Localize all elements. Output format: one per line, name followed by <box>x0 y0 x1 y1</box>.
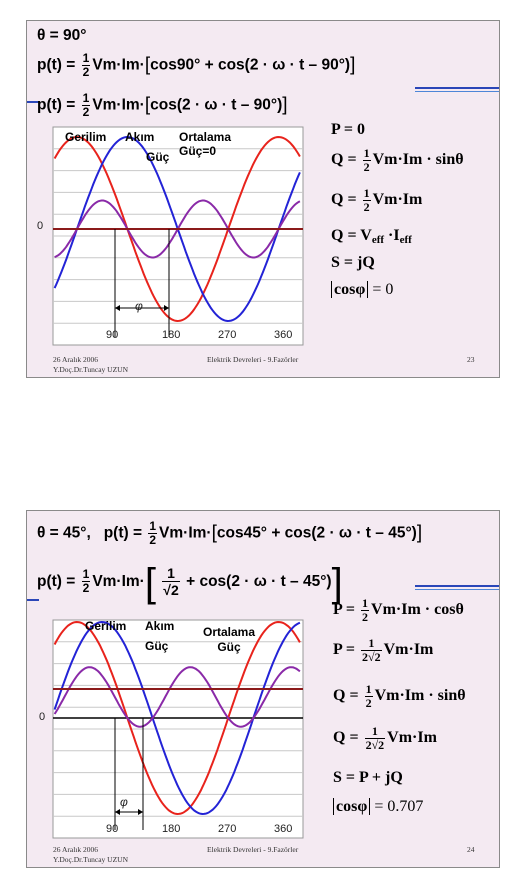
decorative-rule-left <box>27 599 39 601</box>
current-curve <box>53 135 301 323</box>
current-label: Akım <box>125 130 155 144</box>
slide-23: θ = 90° p(t) = 1 2 Vm·Im·[cos90° + cos(2 ·… <box>26 20 500 378</box>
waveform-plot <box>27 614 307 844</box>
power-curve <box>53 666 301 728</box>
x-tick-90: 90 <box>106 823 119 835</box>
footer-date: 26 Aralık 2006 <box>53 845 98 854</box>
current-curve <box>53 620 301 816</box>
phi-arrowhead-left <box>115 305 120 311</box>
phi-arrowhead-right <box>138 809 143 815</box>
average-power-label: Ortalama Güç=0 <box>179 130 232 158</box>
x-tick-270: 270 <box>218 329 237 341</box>
footer-date: 26 Aralık 2006 <box>53 355 98 364</box>
power-factor-equation: cosφ = 0.707 <box>333 798 423 816</box>
power-equation-1: p(t) = 1 2 Vm·Im·[cos90° + cos(2 · ω · t –… <box>37 51 356 79</box>
footer-course: Elektrik Devreleri - 9.Fazörler <box>207 845 299 854</box>
decorative-rule-right <box>415 585 499 592</box>
p-equation: P = 0 <box>331 121 366 138</box>
q-equation-1: Q = 1 2 Vm·Im · sinθ <box>331 146 464 174</box>
s-equation: S = P + jQ <box>333 769 403 786</box>
waveform-svg <box>52 619 304 839</box>
x-tick-90: 90 <box>106 329 119 341</box>
x-tick-180: 180 <box>162 329 181 341</box>
footer-author: Y.Doç.Dr.Tuncay UZUN <box>53 365 128 374</box>
x-tick-360: 360 <box>274 329 293 341</box>
phi-label: φ <box>135 299 143 313</box>
footer-author: Y.Doç.Dr.Tuncay UZUN <box>53 855 128 864</box>
x-tick-180: 180 <box>162 823 181 835</box>
s-equation: S = jQ <box>331 254 375 271</box>
power-label: Güç <box>145 639 169 653</box>
theta-line: θ = 90° <box>37 27 87 44</box>
phi-arrowhead-left <box>115 809 120 815</box>
q-equation-1: Q = 1 2 Vm·Im · sinθ <box>333 682 466 710</box>
power-factor-equation: cosφ = 0 <box>331 281 393 299</box>
p-equation-2: P = 1 2√2 Vm·Im <box>333 636 434 664</box>
q-equation-2: Q = 1 2√2 Vm·Im <box>333 724 437 752</box>
waveform-plot <box>27 121 307 351</box>
phi-arrowhead-right <box>164 305 169 311</box>
q-equation-3: Q = Veff ·Ieff <box>331 227 412 246</box>
current-label: Akım <box>145 619 175 633</box>
power-equation-2: p(t) = 1 2 Vm·Im·[ 1 √2 + cos(2 · ω · t – 4… <box>37 561 343 605</box>
zero-label: 0 <box>39 711 46 723</box>
waveform-svg <box>52 126 304 346</box>
x-tick-270: 270 <box>218 823 237 835</box>
voltage-curve <box>53 620 301 816</box>
footer-page: 24 <box>467 845 475 854</box>
zero-label: 0 <box>37 220 44 232</box>
theta-power-line: θ = 45°, p(t) = 1 2 Vm·Im·[cos45° + cos(2 … <box>37 519 423 547</box>
footer-course: Elektrik Devreleri - 9.Fazörler <box>207 355 299 364</box>
slide-24: θ = 45°, p(t) = 1 2 Vm·Im·[cos45° + cos(2 … <box>26 510 500 868</box>
average-power-label: Ortalama Güç <box>203 625 256 654</box>
voltage-label: Gerilim <box>85 619 127 633</box>
footer-page: 23 <box>467 355 475 364</box>
x-tick-360: 360 <box>274 823 293 835</box>
power-label: Güç <box>146 150 170 164</box>
voltage-label: Gerilim <box>65 130 107 144</box>
voltage-curve <box>53 135 301 323</box>
decorative-rule-left <box>27 101 39 103</box>
q-equation-2: Q = 1 2 Vm·Im <box>331 186 423 214</box>
phi-label: φ <box>120 795 128 809</box>
p-equation-1: P = 1 2 Vm·Im · cosθ <box>333 596 464 624</box>
power-equation-2: p(t) = 1 2 Vm·Im·[cos(2 · ω · t – 90°)] <box>37 91 288 119</box>
decorative-rule-right <box>415 87 499 94</box>
